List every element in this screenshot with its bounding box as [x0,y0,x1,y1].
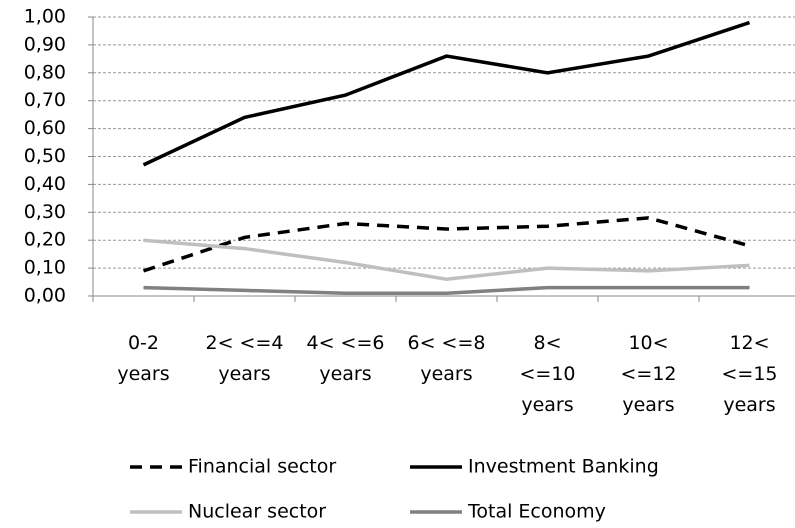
series-line [142,216,750,273]
y-tick-label: 0,40 [24,173,66,195]
x-tick-label: 2< <=4 years [205,332,284,385]
series-line [143,238,750,282]
y-tick-label: 0,00 [24,285,66,307]
x-tick-label: 0-2 years [117,332,170,385]
x-tick-label: 10< <=12 years [620,332,677,416]
x-tick-label: 8< <=10 years [519,332,576,416]
y-tick-label: 0,20 [24,229,66,251]
x-tick-label: 4< <=6 years [306,332,385,385]
legend-label: Financial sector [188,456,336,478]
y-tick-label: 0,50 [24,145,66,167]
x-tick-label: 6< <=8 years [407,332,486,385]
legend-label: Total Economy [467,501,606,523]
series-line [143,285,750,295]
legend-label: Investment Banking [468,456,659,478]
y-tick-label: 0,30 [24,201,66,223]
x-tick-label: 12< <=15 years [721,332,778,416]
y-tick-label: 0,90 [24,33,66,55]
series-line [142,20,751,167]
y-tick-label: 0,70 [24,89,66,111]
y-tick-label: 0,60 [24,117,66,139]
y-tick-label: 0,80 [24,61,66,83]
y-tick-label: 0,10 [24,257,66,279]
y-tick-label: 1,00 [24,6,66,28]
legend-label: Nuclear sector [188,501,326,523]
